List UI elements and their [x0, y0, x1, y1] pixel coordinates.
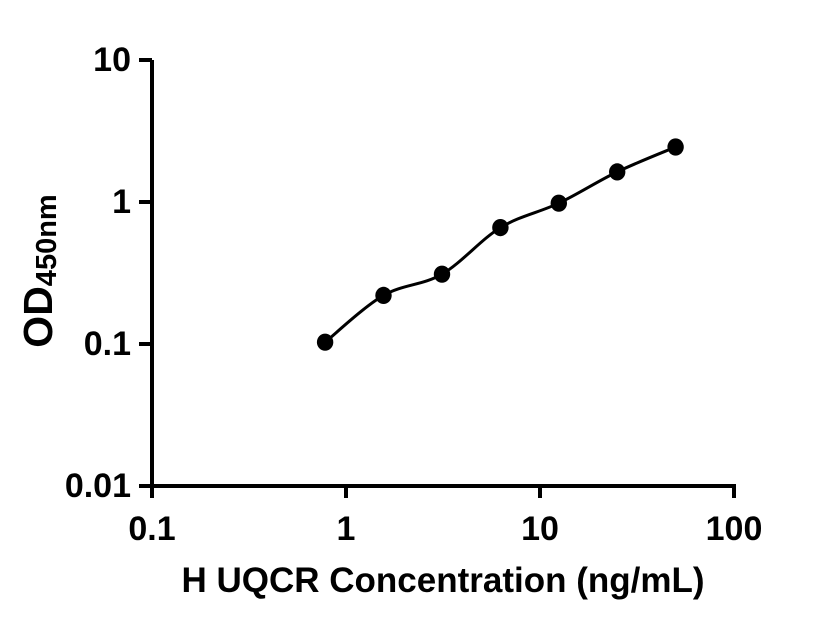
data-point-marker: [492, 219, 509, 237]
y-tick-label: 0.01: [65, 467, 131, 505]
x-axis-tick-marks: [150, 486, 736, 498]
data-point-marker: [550, 194, 567, 212]
x-tick-label: 1: [337, 510, 356, 548]
y-axis-tick-labels: 0.01 0.1 1 10: [65, 41, 131, 505]
data-points: [316, 138, 684, 351]
data-point-marker: [375, 286, 392, 304]
y-axis-title-subscript: 450nm: [31, 194, 63, 286]
y-axis-title-main: OD: [15, 286, 61, 348]
y-axis-title: OD450nm: [15, 194, 63, 347]
x-tick-label: 10: [521, 510, 559, 548]
data-point-marker: [433, 265, 451, 283]
y-axis-tick-marks: [139, 58, 152, 488]
x-axis-tick-labels: 0.1 1 10 100: [128, 510, 762, 548]
data-point-marker: [609, 163, 626, 181]
y-tick-label: 10: [93, 41, 131, 79]
y-tick-label: 0.1: [84, 325, 131, 363]
x-tick-label: 0.1: [128, 510, 175, 548]
x-axis-title: H UQCR Concentration (ng/mL): [181, 561, 704, 600]
data-point-marker: [667, 138, 684, 156]
x-tick-label: 100: [706, 510, 763, 548]
y-tick-label: 1: [112, 183, 131, 221]
axes: [150, 60, 736, 498]
data-point-marker: [316, 333, 334, 351]
